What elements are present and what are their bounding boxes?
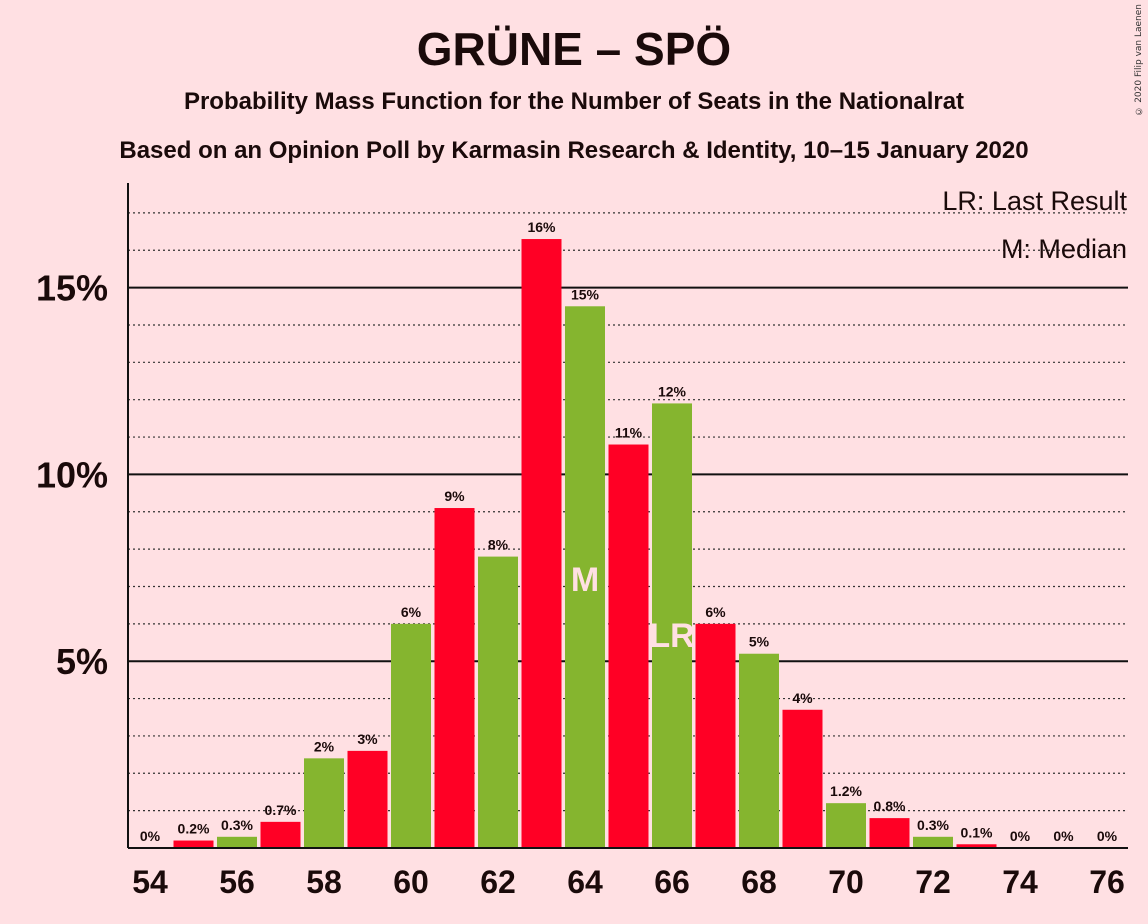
- bar-seat-65: [608, 444, 649, 848]
- bar-seat-63: [521, 239, 562, 849]
- bar-seat-66: [652, 403, 692, 848]
- y-tick-label: 10%: [36, 454, 108, 495]
- bar-value-label: 0%: [1010, 828, 1031, 844]
- x-tick-label: 60: [393, 864, 429, 900]
- bar-seat-58: [304, 758, 344, 848]
- chart-subtitle: Probability Mass Function for the Number…: [183, 88, 965, 115]
- x-tick-label: 68: [741, 864, 777, 900]
- bar-seat-62: [478, 556, 518, 848]
- bar-value-label: 0.7%: [265, 802, 297, 818]
- last-result-marker: LR: [649, 617, 694, 655]
- bar-value-label: 4%: [792, 690, 813, 706]
- bar-value-label: 0.3%: [221, 817, 253, 833]
- x-tick-label: 66: [654, 864, 690, 900]
- bar-value-label: 0.1%: [961, 824, 993, 840]
- bar-seat-55: [173, 840, 214, 848]
- bar-seat-69: [782, 709, 823, 848]
- x-tick-label: 76: [1089, 864, 1125, 900]
- x-tick-label: 56: [219, 864, 255, 900]
- bar-value-label: 16%: [527, 219, 556, 235]
- bar-value-label: 8%: [488, 537, 509, 553]
- bar-value-label: 6%: [401, 604, 422, 620]
- bar-seat-71: [869, 818, 910, 848]
- bar-value-label: 6%: [705, 604, 726, 620]
- bar-seat-61: [434, 508, 475, 848]
- bar-value-label: 0%: [1097, 828, 1118, 844]
- bar-value-label: 0.8%: [874, 798, 906, 814]
- bar-seat-56: [217, 836, 257, 848]
- chart-source-line: Based on an Opinion Poll by Karmasin Res…: [119, 137, 1029, 164]
- bar-value-label: 0.3%: [917, 817, 949, 833]
- bars: [173, 239, 997, 849]
- bar-seat-57: [260, 821, 301, 848]
- bar-seat-59: [347, 750, 388, 848]
- bar-value-label: 15%: [571, 286, 600, 302]
- bar-value-label: 0%: [1053, 828, 1074, 844]
- x-tick-label: 70: [828, 864, 864, 900]
- bar-seat-60: [391, 623, 431, 848]
- x-tick-label: 64: [567, 864, 603, 900]
- bar-seat-64: [565, 306, 605, 849]
- bar-seat-73: [956, 844, 997, 848]
- bar-seat-70: [826, 803, 866, 848]
- labels: 5% 10% 15% 0% 0.2% 0.3% 0.7% 2% 3% 6% 9% 8% 16% 15% 11…: [36, 219, 1125, 900]
- bar-value-label: 11%: [615, 425, 643, 441]
- x-tick-label: 74: [1002, 864, 1038, 900]
- x-tick-label: 62: [480, 864, 516, 900]
- bar-seat-67: [695, 623, 736, 848]
- y-tick-label: 5%: [56, 641, 108, 682]
- legend-median: M: Median: [1001, 234, 1127, 264]
- y-tick-label: 15%: [36, 268, 108, 309]
- bar-value-label: 0.2%: [178, 821, 210, 837]
- bar-value-label: 12%: [658, 383, 687, 399]
- bar-value-label: 3%: [357, 731, 378, 747]
- bar-value-label: 0%: [140, 828, 161, 844]
- bar-value-label: 5%: [749, 634, 770, 650]
- x-tick-label: 72: [915, 864, 951, 900]
- bar-value-label: 9%: [444, 488, 465, 504]
- chart-title: GRÜNE – SPÖ: [416, 23, 732, 75]
- axes: [127, 183, 1128, 849]
- bar-value-label: 2%: [314, 738, 335, 754]
- median-marker: M: [571, 561, 599, 599]
- legend-last-result: LR: Last Result: [942, 186, 1127, 216]
- x-tick-label: 54: [132, 864, 168, 900]
- bar-seat-68: [739, 653, 779, 848]
- bar-seat-72: [913, 836, 953, 848]
- x-tick-label: 58: [306, 864, 342, 900]
- bar-value-label: 1.2%: [830, 783, 862, 799]
